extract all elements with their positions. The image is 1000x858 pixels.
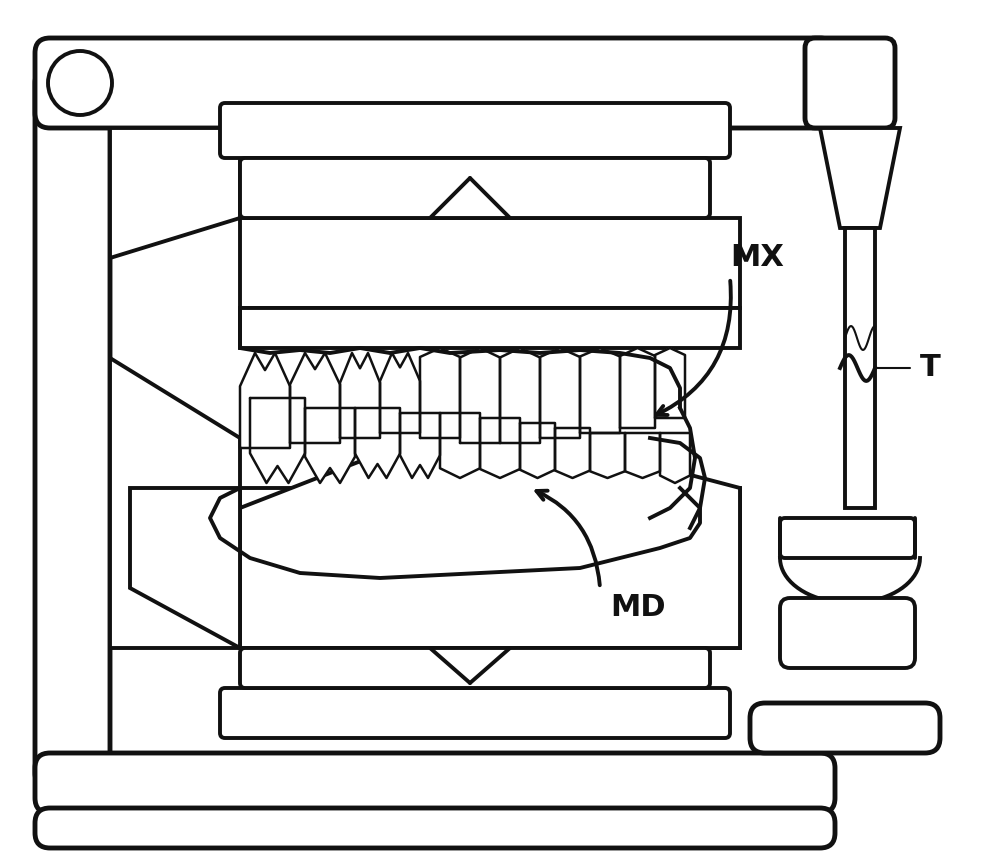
Polygon shape — [340, 353, 380, 438]
Circle shape — [48, 51, 112, 115]
Polygon shape — [460, 348, 500, 443]
Polygon shape — [420, 348, 460, 438]
FancyBboxPatch shape — [780, 518, 915, 558]
Polygon shape — [540, 348, 580, 438]
Polygon shape — [820, 128, 900, 228]
FancyBboxPatch shape — [750, 703, 940, 753]
Polygon shape — [380, 353, 420, 433]
Polygon shape — [250, 398, 305, 483]
Polygon shape — [590, 433, 625, 478]
Polygon shape — [480, 418, 520, 478]
Polygon shape — [520, 423, 555, 478]
FancyBboxPatch shape — [35, 38, 835, 128]
Polygon shape — [240, 438, 740, 648]
FancyBboxPatch shape — [240, 158, 710, 218]
Text: MX: MX — [730, 244, 784, 273]
Polygon shape — [620, 348, 655, 428]
Polygon shape — [555, 428, 590, 478]
Bar — [240, 218, 740, 308]
Polygon shape — [355, 408, 400, 478]
Polygon shape — [290, 353, 340, 443]
Bar — [240, 308, 740, 348]
FancyBboxPatch shape — [240, 648, 710, 688]
Polygon shape — [580, 348, 620, 433]
FancyBboxPatch shape — [220, 103, 730, 158]
FancyBboxPatch shape — [35, 808, 835, 848]
Polygon shape — [240, 353, 290, 448]
FancyBboxPatch shape — [220, 688, 730, 738]
Polygon shape — [660, 433, 690, 483]
FancyBboxPatch shape — [780, 598, 915, 668]
Polygon shape — [130, 488, 240, 648]
Polygon shape — [110, 358, 240, 648]
Polygon shape — [780, 558, 920, 603]
Text: T: T — [920, 353, 941, 383]
Polygon shape — [440, 413, 480, 478]
Polygon shape — [110, 128, 240, 258]
Text: MD: MD — [610, 594, 666, 623]
FancyBboxPatch shape — [805, 38, 895, 128]
Bar — [845, 228, 875, 508]
Polygon shape — [130, 488, 740, 648]
FancyBboxPatch shape — [35, 753, 835, 813]
Polygon shape — [625, 433, 660, 478]
Polygon shape — [655, 348, 685, 418]
Polygon shape — [400, 413, 440, 478]
Polygon shape — [500, 348, 540, 443]
FancyBboxPatch shape — [35, 68, 110, 788]
Polygon shape — [305, 408, 355, 483]
